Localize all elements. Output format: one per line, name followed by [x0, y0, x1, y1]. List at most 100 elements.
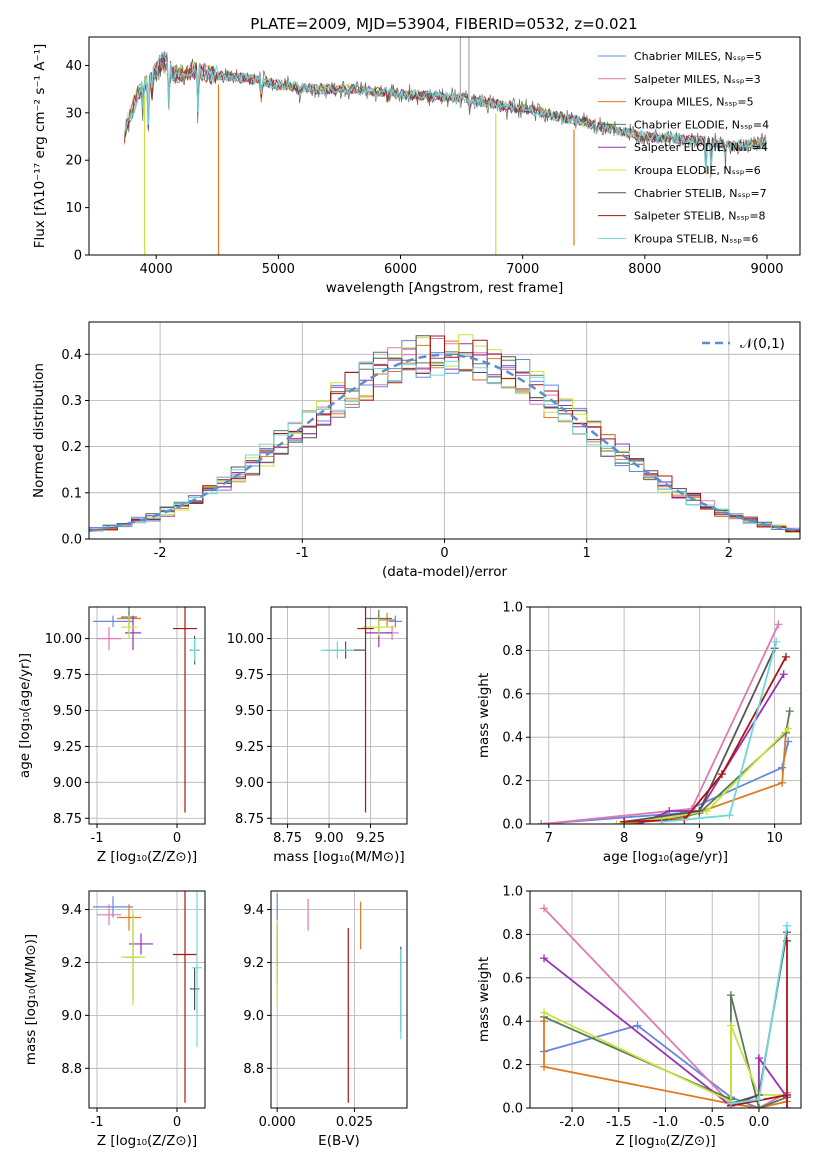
- weight_vs_Z-point-marker: [633, 1021, 642, 1030]
- weight_vs_age-point-marker: [778, 763, 787, 772]
- residuals-ylabel: Normed distribution: [31, 363, 47, 498]
- residuals-xtick-label: 2: [725, 546, 733, 561]
- age_vs_mass-ytick-label: 9.25: [235, 740, 264, 755]
- residuals-ytick-label: 0.3: [61, 394, 82, 409]
- spectrum-ylabel: Flux [fλ10⁻¹⁷ erg cm⁻² s⁻¹ A⁻¹]: [32, 44, 48, 249]
- weight_vs_age-ytick-label: 0.6: [502, 687, 523, 702]
- weight_vs_Z-point-marker: [540, 1062, 549, 1071]
- age_vs_mass-xlabel: mass [log₁₀(M/M⊙)]: [273, 849, 404, 865]
- weight_vs_age-xtick-label: 7: [545, 831, 553, 846]
- weight_vs_age-ylabel: mass weight: [476, 673, 492, 758]
- age_vs_mass-ytick-label: 9.50: [235, 704, 264, 719]
- legend-label: Chabrier ELODIE, Nₛₛₚ=4: [634, 118, 769, 131]
- age_vs_Z-panel: -1 0 8.75 9.00 9.25 9.50 9.75 10.00 Z [log₁₀(Z/Z…: [17, 606, 206, 865]
- weight_vs_age-point-marker: [785, 707, 794, 716]
- weight_vs_age-series-line: [541, 741, 790, 824]
- weight_vs_age-plot-area: [530, 607, 801, 824]
- legend-label: Chabrier MILES, Nₛₛₚ=5: [634, 50, 762, 63]
- spectrum-xtick-label: 5000: [262, 262, 295, 277]
- weight_vs_Z-point-marker: [782, 1104, 791, 1108]
- axes-frame: [270, 890, 408, 1109]
- weight_vs_age-xtick-label: 9: [695, 831, 703, 846]
- weight_vs_age-point-marker: [779, 670, 788, 679]
- weight_vs_Z-point-marker: [754, 1095, 763, 1104]
- weight_vs_age-ytick-label: 0.8: [502, 644, 523, 659]
- weight_vs_age-point-marker: [717, 770, 726, 779]
- age_vs_mass-panel: 8.75 9.00 9.25 8.75 9.00 9.25 9.50 9.75 10.00 mas…: [227, 606, 408, 865]
- weight_vs_Z-point-marker: [754, 1104, 763, 1108]
- weight_vs_age-ytick-label: 0.0: [502, 818, 523, 833]
- age_vs_Z-ytick-label: 9.25: [53, 740, 82, 755]
- age_vs_Z-ytick-label: 9.00: [53, 776, 82, 791]
- residuals-xtick-label: -2: [154, 546, 167, 561]
- spectrum-series-line: [123, 51, 767, 172]
- weight_vs_Z-xlabel: Z [log₁₀(Z/Z⊙)]: [615, 1133, 715, 1149]
- age_vs_Z-plot-area: [89, 607, 205, 824]
- residuals-ytick-label: 0.0: [61, 533, 82, 548]
- weight_vs_Z-ytick-label: 0.0: [502, 1102, 523, 1117]
- weight_vs_Z-ytick-label: 0.2: [502, 1058, 523, 1073]
- age_vs_Z-ytick-label: 10.00: [45, 632, 82, 647]
- weight_vs_age-point-marker: [702, 806, 711, 815]
- residual-histogram-step: [89, 335, 800, 532]
- residuals-ytick-label: 0.1: [61, 486, 82, 501]
- weight_vs_age-xtick-label: 8: [620, 831, 628, 846]
- weight_vs_age-point-marker: [781, 652, 790, 661]
- mass_vs_Z-xlabel: Z [log₁₀(Z/Z⊙)]: [97, 1133, 197, 1149]
- weight_vs_Z-xtick-label: -0.5: [700, 1115, 725, 1130]
- weight_vs_age-series-line: [624, 656, 787, 823]
- residuals-xlabel: (data-model)/error: [382, 564, 508, 580]
- weight_vs_Z-point-marker: [782, 921, 791, 930]
- mass_vs_EBV-xtick-label: 0.000: [259, 1115, 296, 1130]
- age_vs_Z-ytick-label: 9.75: [53, 668, 82, 683]
- spectrum-xtick-label: 7000: [506, 262, 539, 277]
- spectrum-ytick-label: 10: [65, 201, 82, 216]
- spectrum-ytick-label: 20: [65, 154, 82, 169]
- weight_vs_age-xtick-label: 10: [766, 831, 783, 846]
- mass_vs_EBV-plot-area: [271, 891, 407, 1108]
- weight_vs_Z-xtick-label: -1.5: [606, 1115, 631, 1130]
- weight_vs_Z-point-marker: [754, 1054, 763, 1063]
- age_vs_mass-ytick-label: 9.75: [235, 668, 264, 683]
- age_vs_Z-xtick-label: 0: [173, 831, 181, 846]
- weight_vs_age-ytick-label: 0.2: [502, 774, 523, 789]
- legend-label: Salpeter MILES, Nₛₛₚ=3: [634, 73, 761, 86]
- legend-label: Salpeter STELIB, Nₛₛₚ=8: [634, 210, 766, 223]
- axes-frame: [270, 606, 408, 825]
- weight_vs_age-point-marker: [657, 817, 666, 824]
- weight_vs_age-ytick-label: 1.0: [502, 601, 523, 616]
- spectrum-ytick-label: 30: [65, 106, 82, 121]
- weight_vs_age-point-marker: [778, 778, 787, 787]
- mass_vs_Z-xtick-label: 0: [173, 1115, 181, 1130]
- normal-reference-curve: [89, 353, 800, 533]
- mass_vs_Z-xtick-label: -1: [91, 1115, 104, 1130]
- spectrum-xtick-label: 4000: [140, 262, 173, 277]
- weight_vs_Z-point-marker: [540, 954, 549, 963]
- age_vs_Z-xlabel: Z [log₁₀(Z/Z⊙)]: [97, 849, 197, 865]
- weight_vs_Z-xtick-label: 0.0: [749, 1115, 770, 1130]
- residuals-xtick-label: 0: [440, 546, 448, 561]
- spectrum-series-line: [124, 50, 767, 178]
- mass_vs_EBV-xtick-label: 0.025: [336, 1115, 373, 1130]
- mass_vs_EBV-xlabel: E(B-V): [318, 1133, 360, 1149]
- age_vs_mass-xtick-label: 8.75: [273, 831, 302, 846]
- legend-label: 𝒩(0,1): [740, 336, 785, 352]
- weight_vs_age-panel: 7 8 9 10 0.0 0.2 0.4 0.6 0.8 1.0 age [log₁₀(age/yr…: [476, 601, 802, 865]
- age_vs_Z-xtick-label: -1: [91, 831, 104, 846]
- weight_vs_Z-point-marker: [726, 1099, 735, 1108]
- weight_vs_age-point-marker: [695, 806, 704, 815]
- weight_vs_Z-panel: -2.0 -1.5 -1.0 -0.5 0.0 0.0 0.2 0.4 0.6 0.8 1.0 Z […: [476, 885, 802, 1149]
- legend-label: Salpeter ELODIE, Nₛₛₚ=4: [634, 141, 768, 154]
- axes-frame: [529, 890, 802, 1109]
- residuals-panel: -2 -1 0 1 2 0.0 0.1 0.2 0.3 0.4 (data-model)/error…: [31, 321, 801, 580]
- legend-label: Kroupa STELIB, Nₛₛₚ=6: [634, 232, 758, 245]
- spectrum-xtick-label: 8000: [628, 262, 661, 277]
- age_vs_Z-ytick-label: 8.75: [53, 812, 82, 827]
- spectrum-ytick-label: 0: [74, 249, 82, 264]
- axes-frame: [88, 890, 206, 1109]
- age_vs_mass-ytick-label: 9.00: [235, 776, 264, 791]
- weight_vs_Z-point-marker: [726, 1021, 735, 1030]
- mass_vs_Z-ytick-label: 8.8: [61, 1062, 82, 1077]
- weight_vs_Z-xtick-label: -1.0: [653, 1115, 678, 1130]
